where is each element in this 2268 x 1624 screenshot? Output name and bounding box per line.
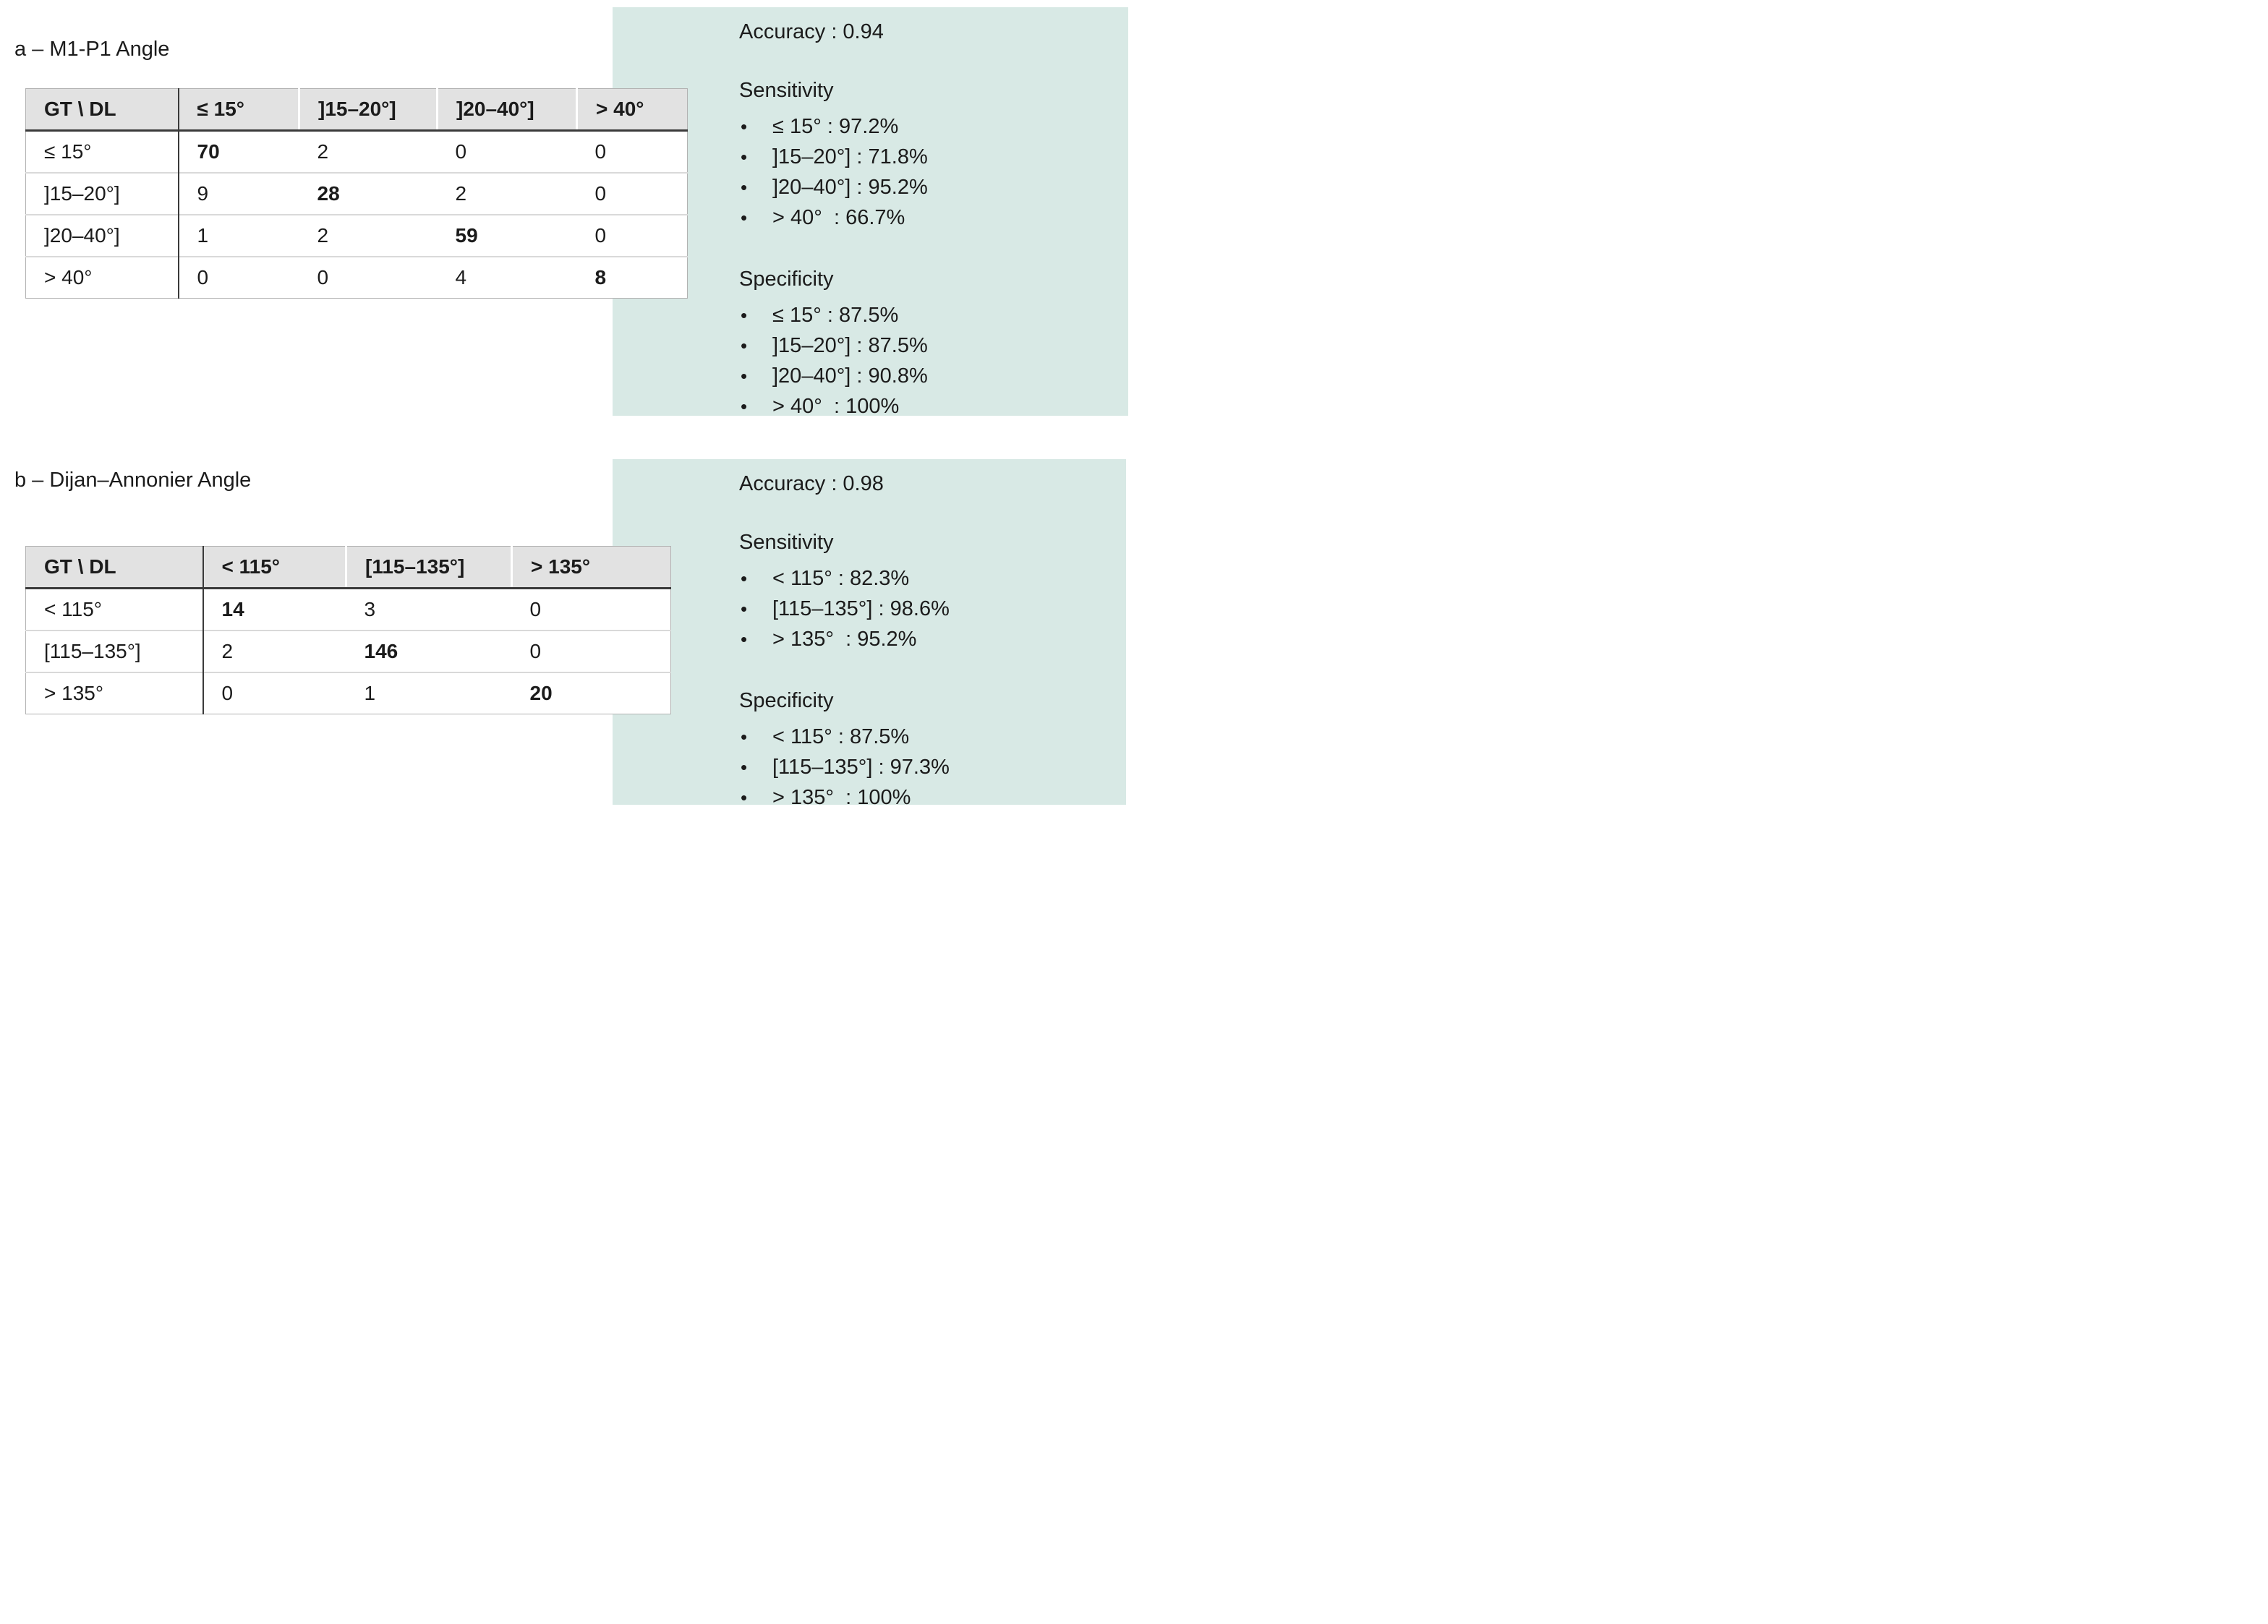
- list-item: ]15–20°] : 87.5%: [739, 330, 1117, 361]
- col-header: [115–135°]: [346, 546, 513, 589]
- row-label: < 115°: [25, 588, 204, 631]
- row-label: ]20–40°]: [25, 214, 179, 257]
- matrix-cell: 0: [576, 172, 688, 215]
- section-a-title: a – M1-P1 Angle: [14, 38, 170, 61]
- col-header: > 40°: [576, 88, 688, 132]
- list-item: > 135° : 95.2%: [739, 624, 1114, 654]
- col-header: ≤ 15°: [178, 88, 300, 132]
- row-label: > 135°: [25, 672, 204, 714]
- matrix-cell: 2: [437, 172, 577, 215]
- matrix-cell: 0: [202, 672, 346, 714]
- col-header: < 115°: [202, 546, 347, 589]
- confusion-matrix-a: GT \ DL ≤ 15° ]15–20°] ]20–40°] > 40° ≤ …: [25, 88, 688, 299]
- list-item: ]20–40°] : 95.2%: [739, 172, 1117, 202]
- table-row: ]15–20°] 9 28 2 0: [25, 172, 688, 215]
- matrix-cell: 0: [529, 598, 542, 620]
- matrix-cell: 2: [202, 630, 346, 672]
- section-b-stats-panel: Accuracy : 0.98 Sensitivity < 115° : 82.…: [613, 459, 1126, 812]
- table-row: < 115° 14 3 0: [25, 588, 671, 631]
- col-header: ]20–40°]: [437, 88, 578, 132]
- list-item: [115–135°] : 98.6%: [739, 594, 1114, 624]
- list-item: < 115° : 87.5%: [739, 722, 1114, 752]
- list-item: ]20–40°] : 90.8%: [739, 361, 1117, 391]
- corner-header: GT \ DL: [25, 546, 204, 589]
- specificity-title: Specificity: [739, 268, 834, 291]
- matrix-cell: 8: [576, 256, 688, 299]
- specificity-list: ≤ 15° : 87.5% ]15–20°] : 87.5% ]20–40°] …: [739, 300, 1117, 422]
- row-label: ≤ 15°: [25, 130, 179, 173]
- section-a-stats-panel: Accuracy : 0.94 Sensitivity ≤ 15° : 97.2…: [613, 7, 1128, 422]
- sensitivity-title: Sensitivity: [739, 79, 834, 102]
- section-b-title: b – Dijan–Annonier Angle: [14, 469, 252, 492]
- matrix-cell: 2: [317, 140, 329, 163]
- matrix-cell: 1: [346, 672, 512, 714]
- matrix-cell: 0: [455, 140, 467, 163]
- list-item: > 40° : 66.7%: [739, 202, 1117, 233]
- table-row: > 40° 0 0 4 8: [25, 256, 688, 299]
- list-item: [115–135°] : 97.3%: [739, 752, 1114, 782]
- sensitivity-title: Sensitivity: [739, 531, 834, 554]
- matrix-cell: 2: [299, 214, 438, 257]
- matrix-cell: 70: [197, 140, 220, 163]
- corner-header: GT \ DL: [25, 88, 179, 132]
- table-header-row: GT \ DL < 115° [115–135°] > 135°: [25, 546, 671, 589]
- specificity-title: Specificity: [739, 689, 834, 712]
- row-label: [115–135°]: [25, 630, 204, 672]
- matrix-cell: 3: [364, 598, 376, 620]
- matrix-cell: 0: [299, 256, 438, 299]
- matrix-cell: 9: [178, 172, 299, 215]
- matrix-cell: 20: [511, 672, 671, 714]
- matrix-cell: 146: [346, 630, 512, 672]
- list-item: ≤ 15° : 87.5%: [739, 300, 1117, 330]
- matrix-cell: 0: [511, 630, 671, 672]
- matrix-cell: 4: [437, 256, 577, 299]
- table-header-row: GT \ DL ≤ 15° ]15–20°] ]20–40°] > 40°: [25, 88, 688, 132]
- table-row: > 135° 0 1 20: [25, 672, 671, 714]
- table-row: ]20–40°] 1 2 59 0: [25, 214, 688, 257]
- matrix-cell: 28: [299, 172, 438, 215]
- confusion-matrix-b: GT \ DL < 115° [115–135°] > 135° < 115° …: [25, 546, 671, 714]
- matrix-cell: 14: [221, 598, 244, 620]
- matrix-cell: 59: [437, 214, 577, 257]
- list-item: < 115° : 82.3%: [739, 563, 1114, 594]
- row-label: ]15–20°]: [25, 172, 179, 215]
- list-item: ≤ 15° : 97.2%: [739, 111, 1117, 142]
- matrix-cell: 1: [178, 214, 299, 257]
- list-item: > 135° : 100%: [739, 782, 1114, 812]
- col-header: ]15–20°]: [299, 88, 438, 132]
- col-header: > 135°: [511, 546, 671, 589]
- matrix-cell: 0: [576, 214, 688, 257]
- accuracy-line: Accuracy : 0.94: [739, 20, 884, 43]
- specificity-list: < 115° : 87.5% [115–135°] : 97.3% > 135°…: [739, 722, 1114, 812]
- matrix-cell: 0: [178, 256, 299, 299]
- table-row: ≤ 15° 70 2 0 0: [25, 130, 688, 173]
- accuracy-line: Accuracy : 0.98: [739, 472, 884, 495]
- sensitivity-list: < 115° : 82.3% [115–135°] : 98.6% > 135°…: [739, 563, 1114, 654]
- list-item: ]15–20°] : 71.8%: [739, 142, 1117, 172]
- row-label: > 40°: [25, 256, 179, 299]
- list-item: > 40° : 100%: [739, 391, 1117, 422]
- figure-canvas: a – M1-P1 Angle Accuracy : 0.94 Sensitiv…: [0, 0, 1134, 812]
- sensitivity-list: ≤ 15° : 97.2% ]15–20°] : 71.8% ]20–40°] …: [739, 111, 1117, 233]
- matrix-cell: 0: [594, 140, 607, 163]
- table-row: [115–135°] 2 146 0: [25, 630, 671, 672]
